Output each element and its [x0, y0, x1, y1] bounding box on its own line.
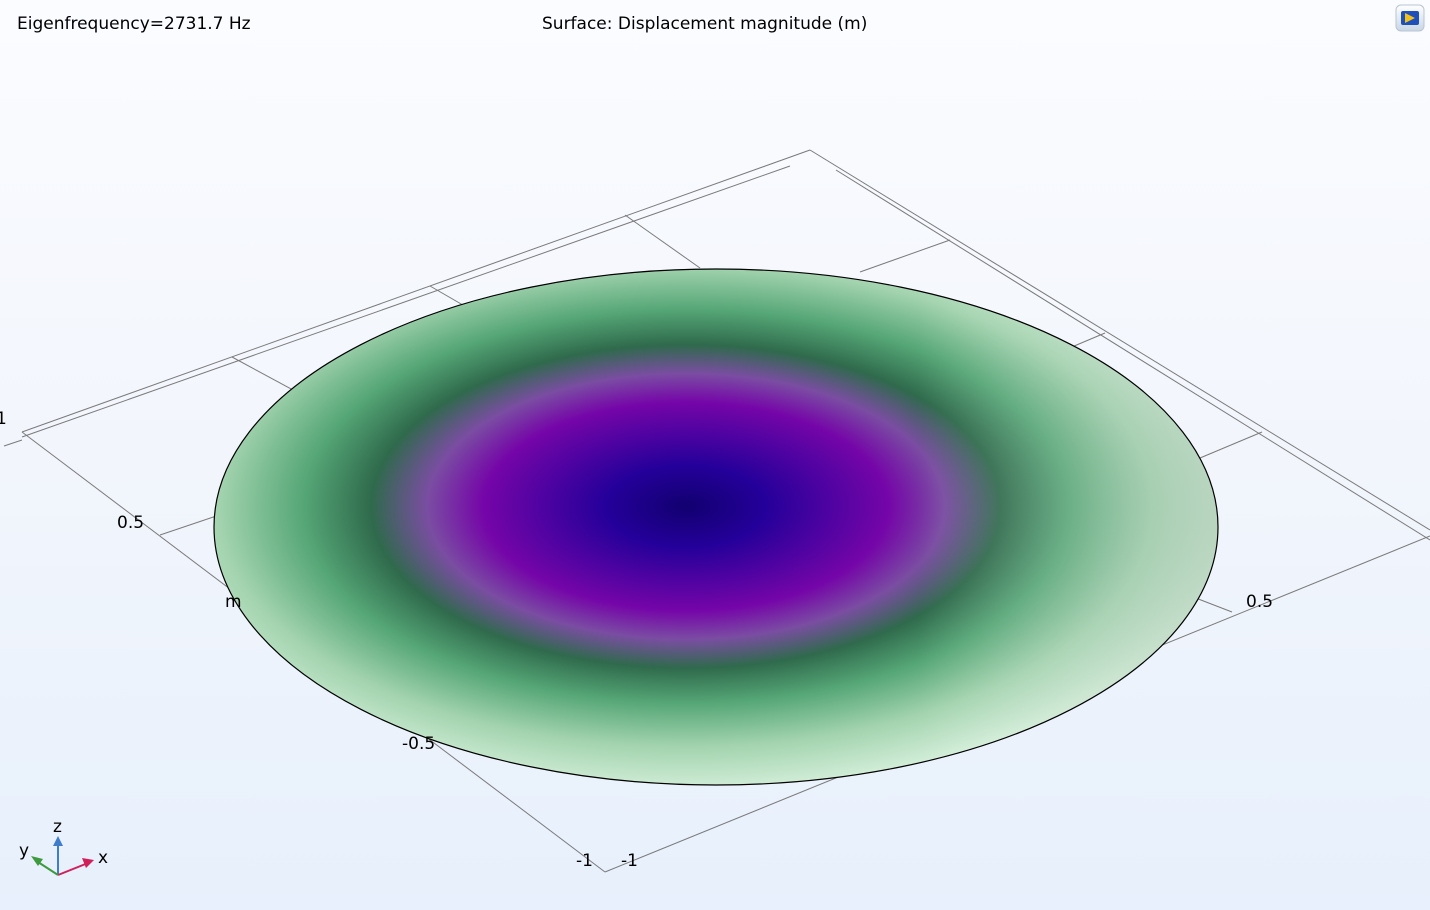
tick-x-half: 0.5: [1246, 592, 1273, 612]
surface-shading: [213, 268, 1219, 786]
plot-title: Surface: Displacement magnitude (m): [542, 14, 868, 34]
triad-y-label: y: [19, 841, 29, 861]
tick-y-half: 0.5: [117, 513, 144, 533]
triad-x-label: x: [98, 848, 108, 868]
comsol-logo-icon[interactable]: [1395, 4, 1425, 32]
eigenfrequency-label: Eigenfrequency=2731.7 Hz: [17, 14, 251, 34]
tick-x-neg-half: -0.5: [402, 734, 435, 754]
triad-z-label: z: [53, 817, 62, 837]
tick-y-m-partial: m: [225, 592, 242, 612]
axis-triad-icon: z y x: [19, 817, 108, 876]
tick-top-left-one: 1: [0, 409, 7, 429]
tick-corner-neg-one-a: -1: [576, 851, 593, 871]
tick-corner-neg-one-b: -1: [621, 851, 638, 871]
